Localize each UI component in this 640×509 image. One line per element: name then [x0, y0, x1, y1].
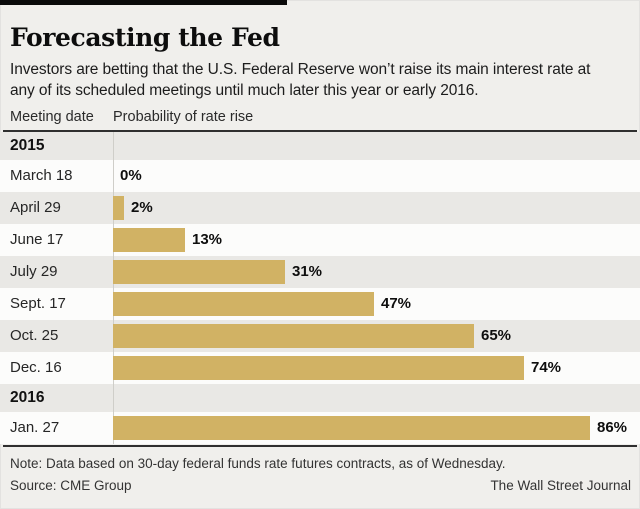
chart-subtitle: Investors are betting that the U.S. Fede… — [10, 61, 591, 99]
footer-rule — [3, 445, 637, 447]
chart-title: Forecasting the Fed — [10, 23, 280, 52]
table-row: April 29 2% — [0, 192, 640, 224]
probability-bar — [113, 292, 374, 316]
meeting-date-label: Dec. 16 — [10, 359, 62, 376]
meeting-date-label: April 29 — [10, 199, 61, 216]
meeting-date-label: March 18 — [10, 167, 73, 184]
probability-value-label: 47% — [381, 295, 412, 312]
probability-value-label: 13% — [192, 231, 223, 248]
probability-value-label: 31% — [292, 263, 323, 280]
meeting-date-label: Sept. 17 — [10, 295, 66, 312]
source-label: Source: CME Group — [10, 478, 132, 493]
probability-bar — [113, 196, 124, 220]
column-headers: Meeting date Probability of rate rise — [0, 109, 640, 127]
table-row: Oct. 25 65% — [0, 320, 640, 352]
year-label: 2015 — [10, 137, 45, 154]
table-row: June 17 13% — [0, 224, 640, 256]
probability-value-label: 86% — [597, 419, 628, 436]
year-label: 2016 — [10, 389, 45, 406]
probability-value-label: 74% — [531, 359, 562, 376]
header-rule — [3, 130, 637, 132]
zero-axis-line — [113, 132, 114, 444]
column-header-probability: Probability of rate rise — [113, 109, 254, 125]
meeting-date-label: Oct. 25 — [10, 327, 59, 344]
table-row: Sept. 17 47% — [0, 288, 640, 320]
probability-bar — [113, 228, 185, 252]
rate-probability-table: 2015 March 18 0% April 29 2% June 17 13% July 2… — [0, 132, 640, 444]
source-row: Source: CME Group The Wall Street Journa… — [10, 478, 631, 493]
probability-bar — [113, 416, 590, 440]
credit-label: The Wall Street Journal — [490, 478, 631, 493]
probability-value-label: 65% — [481, 327, 512, 344]
table-row: Jan. 27 86% — [0, 412, 640, 444]
table-row: July 29 31% — [0, 256, 640, 288]
column-header-meeting-date: Meeting date — [10, 109, 94, 125]
wsj-top-accent-bar — [0, 0, 287, 5]
probability-bar — [113, 260, 285, 284]
meeting-date-label: Jan. 27 — [10, 419, 60, 436]
meeting-date-label: June 17 — [10, 231, 64, 248]
footnote: Note: Data based on 30-day federal funds… — [10, 456, 506, 471]
probability-value-label: 0% — [120, 167, 142, 184]
year-group-row: 2015 — [0, 132, 640, 160]
year-group-row: 2016 — [0, 384, 640, 412]
table-row: March 18 0% — [0, 160, 640, 192]
probability-value-label: 2% — [131, 199, 153, 216]
probability-bar — [113, 356, 524, 380]
table-row: Dec. 16 74% — [0, 352, 640, 384]
meeting-date-label: July 29 — [10, 263, 58, 280]
probability-bar — [113, 324, 474, 348]
